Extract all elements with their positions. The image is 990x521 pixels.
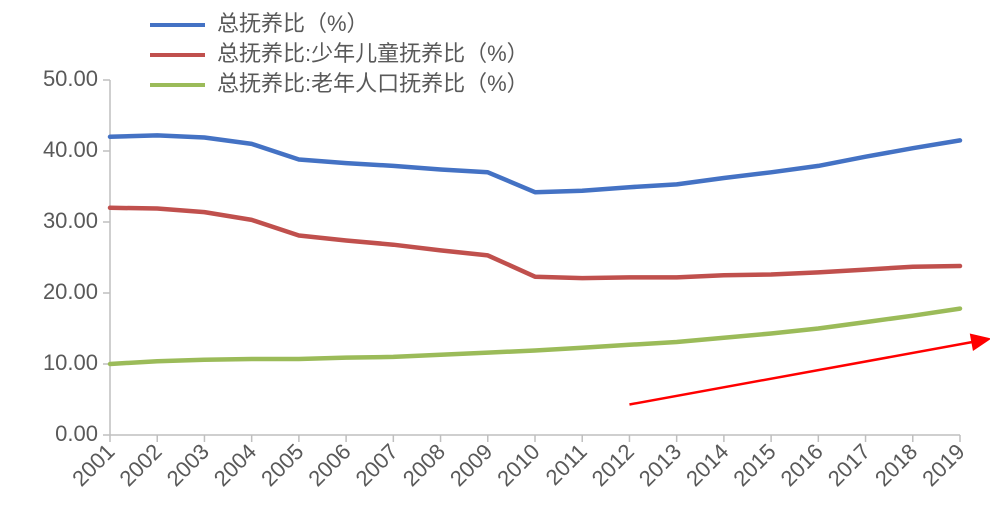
legend-label-2: 总抚养比:老年人口抚养比（%） [217,71,529,96]
x-tick-label-0: 2001 [67,439,119,491]
dependency-ratio-chart: 总抚养比（%） 总抚养比:少年儿童抚养比（%） 总抚养比:老年人口抚养比（%） 0.0… [0,0,990,521]
x-tick-label-14: 2015 [728,439,780,491]
x-tick-label-3: 2004 [209,439,261,491]
legend-label-0: 总抚养比（%） [217,11,369,36]
x-tick-label-11: 2012 [587,439,639,491]
y-tick-label-5: 50.00 [43,66,98,91]
x-tick-label-9: 2010 [492,439,544,491]
x-tick-label-8: 2009 [445,439,497,491]
trend-arrow-head [971,335,988,349]
x-tick-label-4: 2005 [256,439,308,491]
x-tick-label-10: 2011 [541,439,592,490]
x-tick-label-13: 2014 [681,439,733,491]
y-tick-label-2: 20.00 [43,279,98,304]
y-tick-label-3: 30.00 [43,208,98,233]
chart-svg: 总抚养比（%） 总抚养比:少年儿童抚养比（%） 总抚养比:老年人口抚养比（%） 0.0… [0,0,990,521]
series-line-0 [110,135,960,192]
y-tick-label-4: 40.00 [43,137,98,162]
x-tick-label-7: 2008 [398,439,450,491]
x-tick-label-5: 2006 [303,439,355,491]
x-tick-label-15: 2016 [776,439,828,491]
x-tick-label-12: 2013 [634,439,686,491]
x-tick-label-18: 2019 [917,439,969,491]
x-tick-label-16: 2017 [823,439,875,491]
y-tick-label-0: 0.00 [55,421,98,446]
x-tick-label-2: 2003 [162,439,214,491]
series-line-2 [110,309,960,364]
y-tick-label-1: 10.00 [43,350,98,375]
legend-label-1: 总抚养比:少年儿童抚养比（%） [217,41,529,66]
trend-arrow-line [629,342,974,405]
series-line-1 [110,208,960,278]
x-tick-label-6: 2007 [351,439,403,491]
x-tick-label-17: 2018 [870,439,922,491]
x-tick-label-1: 2002 [114,439,166,491]
